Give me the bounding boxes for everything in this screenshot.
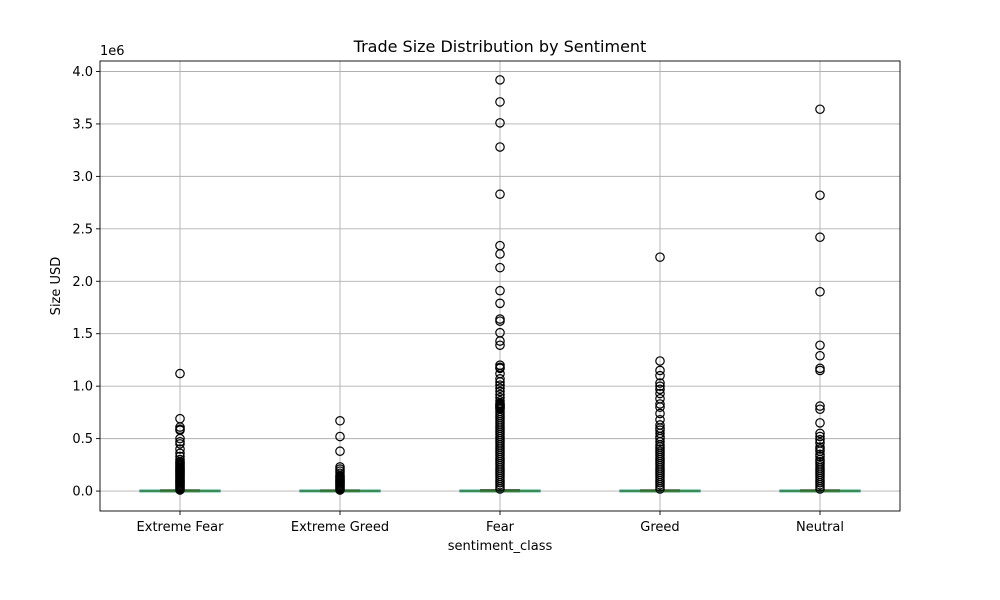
flier-point — [495, 189, 505, 200]
flier-point — [495, 363, 505, 374]
y-tick-label: 3.5 — [72, 117, 93, 132]
x-axis-title: sentiment_class — [448, 539, 553, 554]
flier-point — [655, 365, 665, 376]
y-tick-label: 3.0 — [72, 170, 93, 185]
x-tick-label: Greed — [640, 520, 679, 535]
flier-point — [815, 404, 825, 415]
flier-point — [495, 336, 505, 346]
x-tick-label: Neutral — [796, 520, 844, 535]
flier-point — [335, 446, 345, 457]
x-axis: Extreme Fear Extreme Greed Fear Greed Neutra… — [137, 511, 844, 535]
flier-point — [495, 298, 505, 309]
x-tick-label: Fear — [486, 520, 515, 535]
flier-point — [815, 286, 825, 297]
flier-point — [495, 340, 505, 351]
flier-point — [815, 350, 825, 361]
y-axis: 0.0 0.5 1.0 1.5 2.0 2.5 3.0 3.5 4.0 — [72, 65, 100, 500]
flier-point — [495, 142, 505, 152]
flier-point — [655, 484, 665, 494]
flier-point — [655, 402, 665, 412]
y-tick-label: 2.5 — [72, 222, 93, 237]
flier-point — [815, 428, 825, 439]
flier-point — [815, 484, 825, 494]
x-tick-label: Extreme Greed — [291, 520, 389, 535]
flier-layer — [175, 75, 825, 495]
flier-point — [175, 444, 185, 454]
flier-point — [495, 386, 505, 397]
flier-point — [815, 431, 825, 442]
flier-point — [495, 484, 505, 494]
y-tick-label: 4.0 — [72, 65, 93, 80]
flier-point — [495, 383, 505, 394]
flier-point — [175, 485, 185, 495]
flier-point — [335, 415, 345, 426]
flier-point — [815, 365, 825, 376]
flier-point — [175, 433, 185, 444]
y-offset-label: 1e6 — [100, 44, 125, 59]
flier-point — [495, 262, 505, 273]
flier-point — [655, 381, 665, 391]
y-axis-title: Size USD — [49, 257, 64, 316]
flier-point — [815, 434, 825, 445]
flier-point — [495, 380, 505, 390]
flier-point — [335, 431, 345, 442]
flier-point — [655, 370, 665, 381]
flier-point — [495, 374, 505, 384]
flier-point — [655, 436, 665, 447]
y-tick-label: 1.5 — [72, 327, 93, 342]
box-layer — [139, 489, 861, 493]
flier-point — [815, 190, 825, 201]
flier-point — [815, 104, 825, 115]
flier-point — [495, 316, 505, 326]
flier-point — [175, 439, 185, 449]
y-tick-label: 1.0 — [72, 380, 93, 395]
flier-point — [655, 356, 665, 366]
flier-point — [495, 97, 505, 107]
flier-point — [655, 384, 665, 395]
flier-point — [495, 285, 505, 296]
flier-point — [495, 75, 505, 85]
flier-point — [815, 418, 825, 428]
y-tick-label: 0.5 — [72, 432, 93, 447]
flier-point — [655, 252, 665, 262]
flier-point — [815, 232, 825, 243]
flier-point — [495, 249, 505, 259]
flier-point — [335, 485, 345, 495]
y-tick-label: 0.0 — [72, 485, 93, 500]
x-tick-label: Extreme Fear — [137, 520, 225, 535]
flier-point — [655, 408, 665, 419]
chart-title: Trade Size Distribution by Sentiment — [353, 37, 647, 56]
flier-point — [495, 118, 505, 128]
flier-point — [655, 378, 665, 388]
flier-point — [815, 340, 825, 351]
flier-point — [815, 451, 825, 462]
flier-point — [495, 377, 505, 387]
flier-point — [175, 368, 185, 379]
flier-point — [815, 401, 825, 411]
flier-point — [655, 399, 665, 409]
y-tick-label: 2.0 — [72, 275, 93, 290]
flier-point — [655, 388, 665, 399]
